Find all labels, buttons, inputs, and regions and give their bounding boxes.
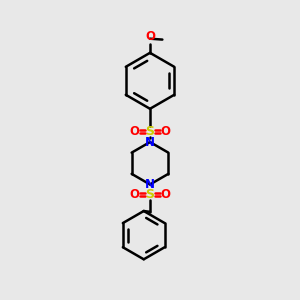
Text: O: O [160, 188, 170, 201]
Text: O: O [130, 125, 140, 138]
Text: O: O [160, 125, 170, 138]
Text: S: S [146, 188, 154, 201]
Text: N: N [145, 178, 155, 191]
Text: N: N [145, 136, 155, 148]
Text: O: O [145, 30, 155, 44]
Text: O: O [130, 188, 140, 201]
Text: S: S [146, 125, 154, 138]
